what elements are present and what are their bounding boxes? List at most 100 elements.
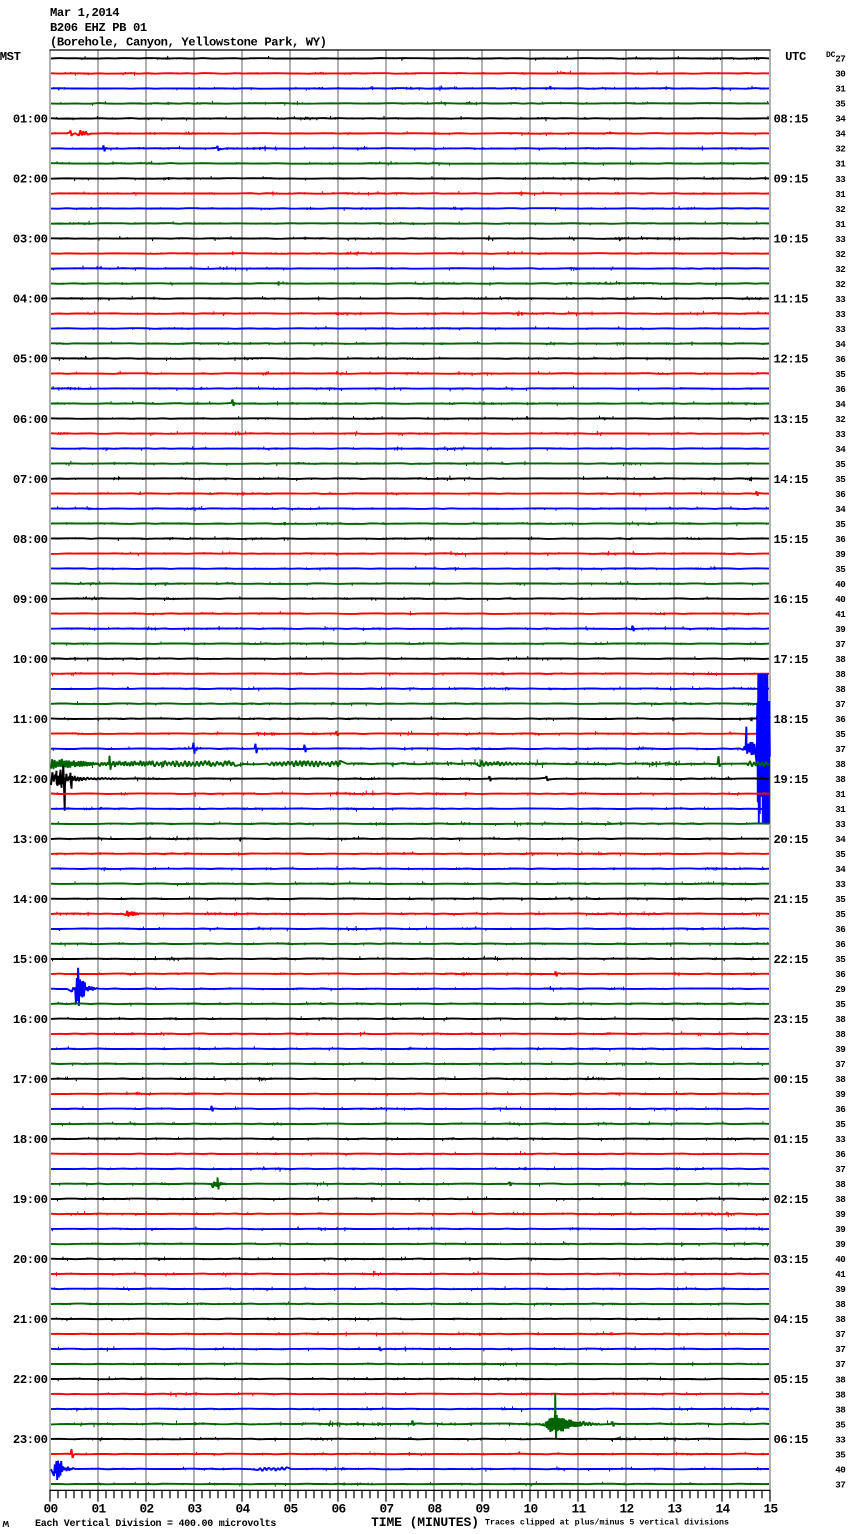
svg-text:33: 33 [835, 879, 846, 890]
svg-text:Each Vertical Division = 400.: Each Vertical Division = 400.00 microvol… [35, 1518, 276, 1530]
svg-text:37: 37 [835, 744, 845, 755]
svg-text:22:15: 22:15 [774, 953, 809, 967]
svg-text:UTC: UTC [785, 50, 806, 64]
svg-text:39: 39 [835, 549, 845, 560]
svg-text:35: 35 [835, 894, 846, 905]
svg-text:20:00: 20:00 [13, 1253, 48, 1267]
svg-text:38: 38 [835, 1404, 846, 1415]
svg-text:38: 38 [835, 774, 846, 785]
svg-text:B206 EHZ PB 01: B206 EHZ PB 01 [50, 21, 147, 35]
svg-text:21:00: 21:00 [13, 1313, 48, 1327]
svg-text:32: 32 [835, 249, 845, 260]
svg-text:31: 31 [835, 159, 846, 170]
svg-text:36: 36 [835, 1149, 845, 1160]
svg-text:39: 39 [835, 1239, 845, 1250]
svg-text:14:15: 14:15 [774, 473, 809, 487]
svg-text:36: 36 [835, 714, 845, 725]
svg-text:17:00: 17:00 [13, 1073, 48, 1087]
svg-text:35: 35 [835, 1419, 846, 1430]
svg-text:02:15: 02:15 [774, 1193, 809, 1207]
svg-text:33: 33 [835, 1134, 846, 1145]
svg-text:00:15: 00:15 [774, 1073, 809, 1087]
svg-text:38: 38 [835, 1179, 846, 1190]
svg-text:16:15: 16:15 [774, 593, 809, 607]
svg-text:33: 33 [835, 174, 846, 185]
svg-text:34: 34 [835, 399, 846, 410]
svg-text:15: 15 [764, 1502, 779, 1517]
svg-text:35: 35 [835, 999, 846, 1010]
svg-text:34: 34 [835, 504, 846, 515]
svg-text:16:00: 16:00 [13, 1013, 48, 1027]
svg-text:ʍ: ʍ [3, 1519, 10, 1531]
svg-text:32: 32 [835, 414, 845, 425]
svg-text:01:15: 01:15 [774, 1133, 809, 1147]
svg-text:39: 39 [835, 1224, 845, 1235]
svg-text:13:00: 13:00 [13, 833, 48, 847]
svg-text:35: 35 [835, 1449, 846, 1460]
svg-text:04:00: 04:00 [13, 293, 48, 307]
svg-text:05:15: 05:15 [774, 1373, 809, 1387]
svg-text:14: 14 [716, 1502, 731, 1517]
svg-text:06:00: 06:00 [13, 413, 48, 427]
svg-text:32: 32 [835, 144, 845, 155]
svg-text:38: 38 [835, 1374, 846, 1385]
svg-text:35: 35 [835, 909, 846, 920]
svg-text:34: 34 [835, 834, 846, 845]
svg-text:37: 37 [835, 1164, 845, 1175]
svg-text:29: 29 [835, 984, 845, 995]
svg-text:(Borehole, Canyon, Yellowstone: (Borehole, Canyon, Yellowstone Park, WY) [50, 36, 327, 50]
svg-text:35: 35 [835, 474, 846, 485]
svg-text:03: 03 [188, 1502, 203, 1517]
svg-text:06:15: 06:15 [774, 1433, 809, 1447]
svg-text:33: 33 [835, 1434, 846, 1445]
svg-text:MST: MST [0, 50, 21, 64]
svg-text:35: 35 [835, 849, 846, 860]
svg-text:Mar 1,2014: Mar 1,2014 [50, 6, 119, 20]
svg-text:39: 39 [835, 1044, 845, 1055]
svg-text:21:15: 21:15 [774, 893, 809, 907]
svg-text:34: 34 [835, 339, 846, 350]
svg-text:08:15: 08:15 [774, 113, 809, 127]
svg-text:10:00: 10:00 [13, 653, 48, 667]
svg-text:36: 36 [835, 354, 845, 365]
svg-text:DC: DC [826, 51, 836, 60]
svg-text:12: 12 [620, 1502, 634, 1517]
svg-text:12:00: 12:00 [13, 773, 48, 787]
svg-text:27: 27 [835, 54, 845, 65]
svg-text:31: 31 [835, 789, 846, 800]
svg-text:10: 10 [524, 1502, 538, 1517]
svg-text:39: 39 [835, 1089, 845, 1100]
svg-text:14:00: 14:00 [13, 893, 48, 907]
svg-text:37: 37 [835, 639, 845, 650]
svg-text:38: 38 [835, 1014, 846, 1025]
svg-text:38: 38 [835, 654, 846, 665]
svg-text:36: 36 [835, 1104, 845, 1115]
svg-text:38: 38 [835, 1314, 846, 1325]
svg-text:09: 09 [476, 1502, 490, 1517]
svg-text:36: 36 [835, 489, 845, 500]
svg-text:34: 34 [835, 864, 846, 875]
svg-text:35: 35 [835, 459, 846, 470]
svg-text:31: 31 [835, 189, 846, 200]
svg-text:04:15: 04:15 [774, 1313, 809, 1327]
svg-text:20:15: 20:15 [774, 833, 809, 847]
svg-text:40: 40 [835, 579, 845, 590]
svg-text:11:15: 11:15 [774, 293, 809, 307]
svg-text:33: 33 [835, 234, 846, 245]
svg-text:37: 37 [835, 1344, 845, 1355]
svg-text:Traces clipped at plus/minus 5: Traces clipped at plus/minus 5 vertical … [485, 1518, 729, 1528]
svg-text:07: 07 [380, 1502, 394, 1517]
svg-text:36: 36 [835, 969, 845, 980]
svg-text:10:15: 10:15 [774, 233, 809, 247]
svg-text:35: 35 [835, 954, 846, 965]
svg-text:38: 38 [835, 1074, 846, 1085]
svg-text:33: 33 [835, 429, 846, 440]
svg-text:09:00: 09:00 [13, 593, 48, 607]
svg-text:02: 02 [140, 1502, 154, 1517]
svg-text:05: 05 [284, 1502, 299, 1517]
svg-text:06: 06 [332, 1502, 346, 1517]
svg-text:08: 08 [428, 1502, 442, 1517]
svg-text:33: 33 [835, 819, 846, 830]
svg-text:32: 32 [835, 264, 845, 275]
svg-text:31: 31 [835, 219, 846, 230]
